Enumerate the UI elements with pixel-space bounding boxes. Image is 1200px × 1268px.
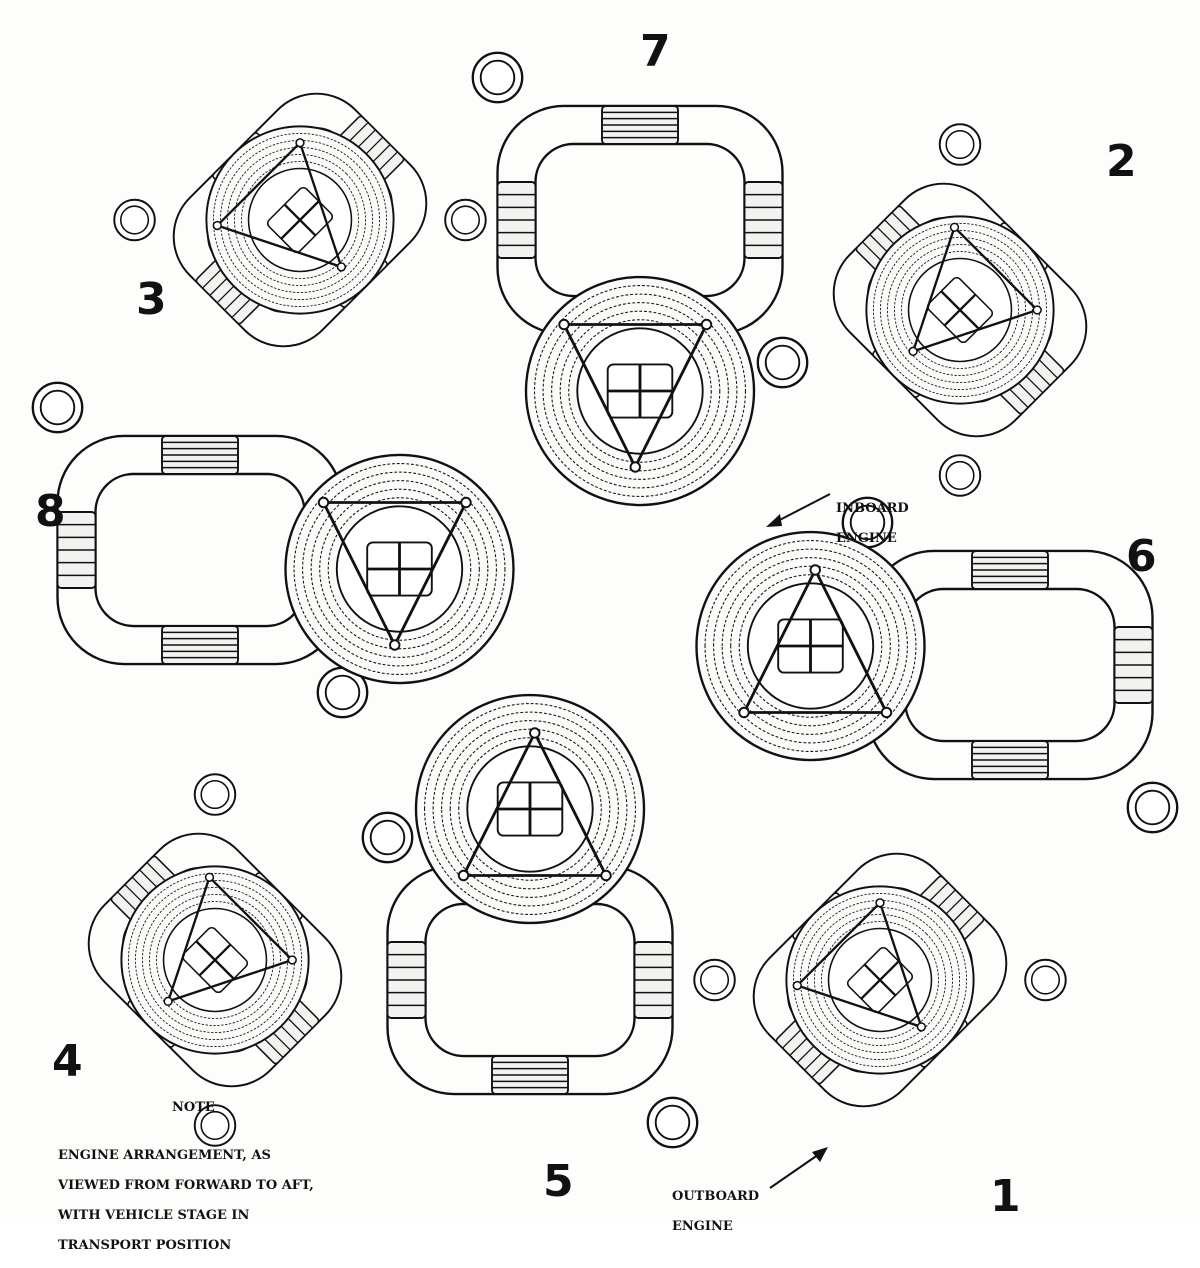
engine-arrangement-diagram: 1 2 3 4 5 6 7 8 INBOARD ENGINE OUTBOARD …: [31, 26, 1179, 1253]
engine-4: [87, 773, 343, 1147]
engine-number-1: 1: [990, 1171, 1021, 1222]
engine-number-2: 2: [1106, 136, 1137, 187]
note-line-3: WITH VEHICLE STAGE IN: [58, 1208, 250, 1223]
inboard-engine-label: INBOARD ENGINE: [836, 486, 909, 561]
callout-arrows: [766, 493, 831, 1189]
engine-8: [31, 381, 515, 719]
note-line-1: ENGINE ARRANGEMENT, AS: [58, 1148, 271, 1163]
engine-number-3: 3: [136, 274, 167, 325]
engine-7: [471, 51, 809, 507]
engine-number-8: 8: [35, 486, 66, 537]
engine-drawing: [31, 51, 1179, 1189]
engine-1: [693, 852, 1067, 1108]
outboard-label-line-1: OUTBOARD: [672, 1189, 760, 1204]
engine-number-5: 5: [543, 1156, 574, 1207]
note-title: NOTE: [172, 1100, 215, 1115]
engine-6: [695, 496, 1179, 834]
note-text: ENGINE ARRANGEMENT, AS VIEWED FROM FORWA…: [58, 1133, 314, 1268]
engine-number-4: 4: [52, 1036, 83, 1087]
engine-number-7: 7: [640, 26, 671, 77]
engine-number-6: 6: [1126, 531, 1157, 582]
inboard-label-line-2: ENGINE: [836, 531, 897, 546]
inboard-label-line-1: INBOARD: [836, 501, 909, 516]
note-line-2: VIEWED FROM FORWARD TO AFT,: [58, 1178, 314, 1193]
outboard-engine-label: OUTBOARD ENGINE: [672, 1174, 759, 1249]
note-line-4: TRANSPORT POSITION: [58, 1238, 232, 1253]
engine-3: [113, 92, 487, 348]
engine-2: [832, 123, 1088, 497]
outboard-label-line-2: ENGINE: [672, 1219, 733, 1234]
engine-5: [361, 693, 699, 1149]
